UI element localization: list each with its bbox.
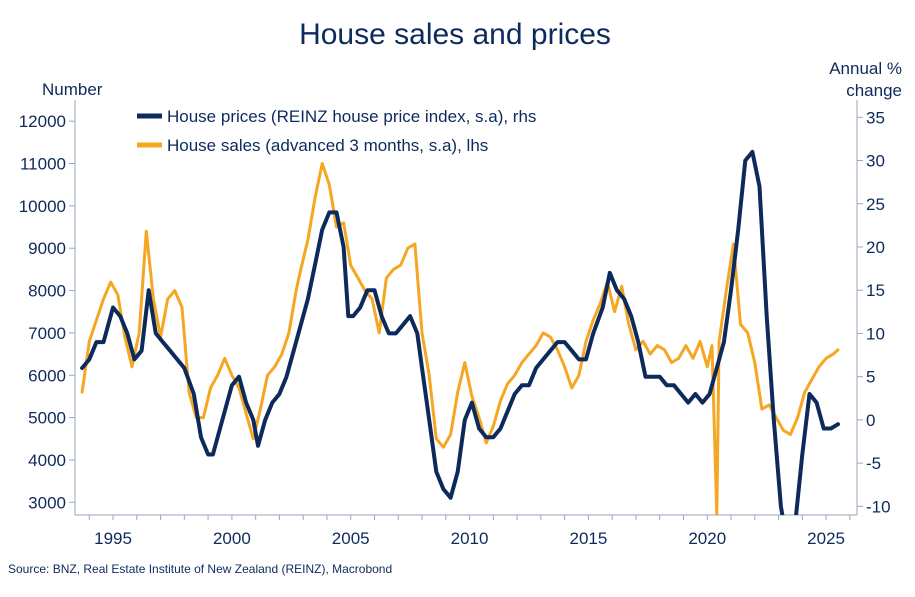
right-tick-label: 25 <box>866 195 885 214</box>
right-tick-label: 20 <box>866 238 885 257</box>
left-axis-label: Number <box>42 80 103 99</box>
right-tick-label: 10 <box>866 324 885 343</box>
chart-title: House sales and prices <box>299 18 611 51</box>
left-tick-label: 10000 <box>19 197 66 216</box>
x-tick-label: 2000 <box>213 529 251 548</box>
left-axis-ticks: 3000 4000 5000 6000 7000 8000 9000 10000 11000 12… <box>19 112 75 512</box>
right-tick-label: 5 <box>866 368 875 387</box>
left-tick-label: 5000 <box>28 409 66 428</box>
x-tick-label: 2015 <box>569 529 607 548</box>
x-tick-label: 2005 <box>332 529 370 548</box>
left-tick-label: 4000 <box>28 451 66 470</box>
left-tick-label: 9000 <box>28 239 66 258</box>
right-tick-label: -5 <box>866 454 881 473</box>
series-lines <box>80 149 840 515</box>
right-axis-label-line2: change <box>846 81 902 100</box>
left-tick-label: 3000 <box>28 493 66 512</box>
right-tick-label: 30 <box>866 152 885 171</box>
legend: House prices (REINZ house price index, s… <box>137 107 536 155</box>
left-tick-label: 7000 <box>28 324 66 343</box>
right-axis-label-line1: Annual % <box>829 59 902 78</box>
right-tick-label: 15 <box>866 281 885 300</box>
x-tick-label: 2025 <box>807 529 845 548</box>
legend-label-prices: House prices (REINZ house price index, s… <box>167 107 536 126</box>
x-tick-label: 1995 <box>94 529 132 548</box>
right-tick-label: 0 <box>866 411 875 430</box>
right-axis-ticks: -10 -5 0 5 10 15 20 25 30 35 <box>857 108 891 516</box>
right-tick-label: -10 <box>866 497 891 516</box>
series-line-house-sales <box>80 162 840 515</box>
left-tick-label: 8000 <box>28 282 66 301</box>
x-axis-ticks: 1995 2000 2005 2010 2015 2020 2025 <box>88 515 851 548</box>
source-note: Source: BNZ, Real Estate Institute of Ne… <box>8 562 392 576</box>
left-tick-label: 6000 <box>28 366 66 385</box>
x-tick-label: 2010 <box>451 529 489 548</box>
x-tick-label: 2020 <box>688 529 726 548</box>
left-tick-label: 11000 <box>20 155 66 174</box>
series-line-house-prices <box>80 149 840 515</box>
left-tick-label: 12000 <box>19 112 66 131</box>
right-tick-label: 35 <box>866 108 885 127</box>
legend-label-sales: House sales (advanced 3 months, s.a), lh… <box>167 136 488 155</box>
